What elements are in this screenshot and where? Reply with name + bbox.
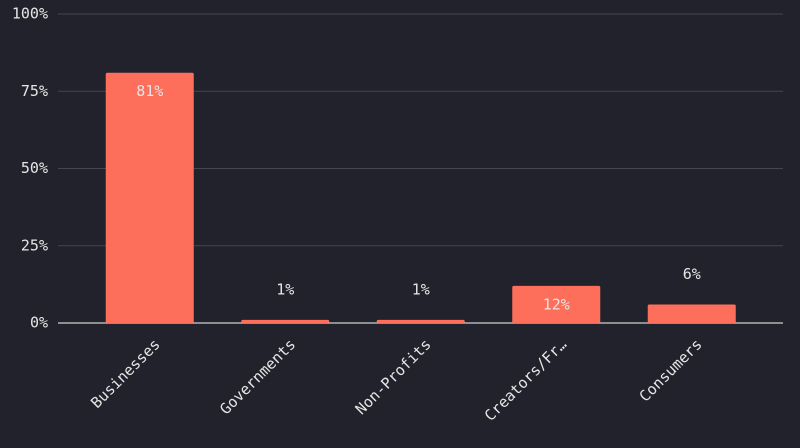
data-label: 12% xyxy=(543,295,570,313)
x-tick-label: Businesses xyxy=(87,335,164,412)
bar xyxy=(647,304,736,323)
y-tick-label: 75% xyxy=(21,82,48,100)
y-tick-label: 100% xyxy=(12,5,48,23)
y-tick-label: 50% xyxy=(21,159,48,177)
data-label: 1% xyxy=(412,280,430,298)
data-label: 81% xyxy=(136,82,163,100)
x-tick-label: Creators/Fr… xyxy=(481,335,570,424)
y-tick-label: 25% xyxy=(21,236,48,254)
data-label: 1% xyxy=(276,280,294,298)
bar xyxy=(512,285,601,323)
x-tick-label: Consumers xyxy=(636,335,706,405)
x-tick-label: Non-Profits xyxy=(352,335,435,418)
data-label: 6% xyxy=(683,265,701,283)
y-tick-label: 0% xyxy=(30,314,48,332)
bar xyxy=(241,319,330,323)
x-tick-label: Governments xyxy=(216,335,299,418)
bar xyxy=(376,319,465,323)
bar xyxy=(105,72,194,324)
